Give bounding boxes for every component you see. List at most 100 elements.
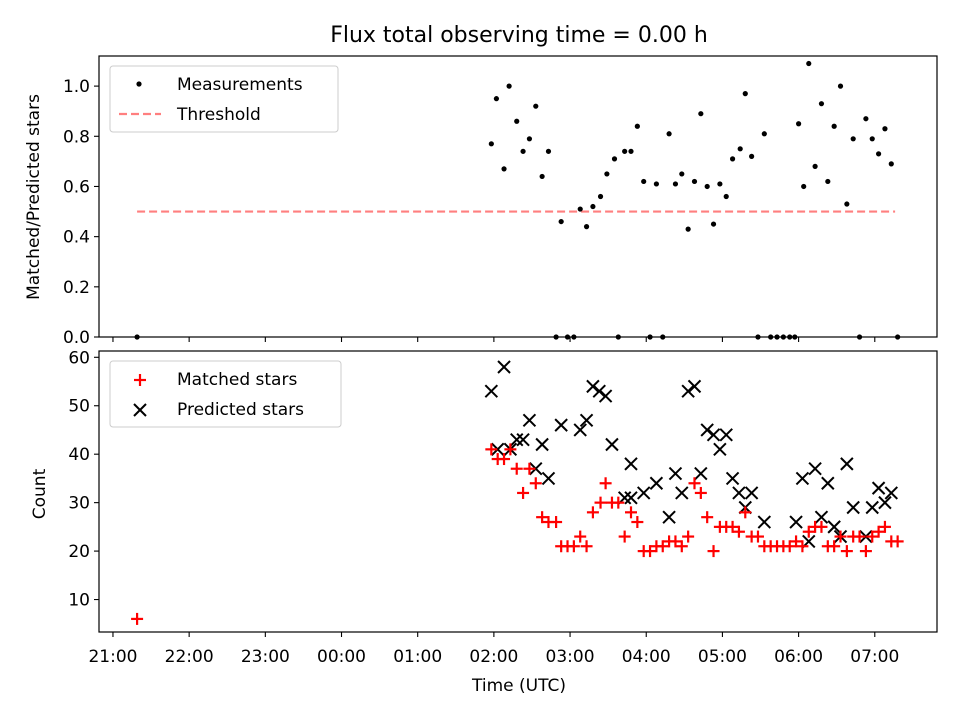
matched-stars-point [872, 525, 885, 538]
measurement-point [501, 166, 507, 172]
measurement-point [749, 153, 755, 159]
measurement-point [806, 60, 812, 67]
top-y-tick-label: 0.8 [63, 127, 90, 147]
predicted-stars-point [592, 384, 606, 398]
matched-stars-point [612, 496, 625, 509]
measurement-point [520, 148, 526, 154]
matched-stars-point [599, 477, 612, 490]
matched-stars-point [815, 520, 828, 533]
predicted-stars-point [795, 471, 810, 486]
predicted-stars-point [522, 413, 537, 427]
bottom-plot-frame [98, 350, 938, 633]
x-tick-label: 04:00 [622, 647, 671, 667]
matched-stars-point [504, 443, 517, 456]
measurement-point [850, 136, 856, 142]
measurements-legend-marker [136, 81, 142, 87]
predicted-stars-point [719, 428, 733, 442]
measurement-point [641, 178, 647, 185]
bottom-panel: 10 20 30 40 50 60 21:00 22:00 23:00 00:00 01:00 02… [30, 348, 938, 696]
measurement-point [742, 91, 748, 97]
top-y-tick-label: 1.0 [63, 77, 90, 97]
top-y-tick-label: 0.0 [63, 328, 90, 348]
measurement-point [796, 121, 802, 127]
predicted-stars-point [732, 486, 746, 500]
measurement-point [590, 203, 596, 210]
top-y-tick-label: 0.6 [63, 177, 90, 197]
matched-stars-point [859, 545, 872, 558]
legend-threshold-label: Threshold [176, 105, 261, 125]
matched-stars-point [751, 530, 764, 543]
predicted-stars-point [497, 360, 511, 374]
measurement-point [801, 183, 807, 190]
measurement-point [488, 141, 494, 147]
predicted-stars-point [573, 423, 587, 437]
measurement-point [506, 83, 512, 89]
predicted-stars-point [789, 515, 803, 529]
measurement-point [888, 161, 894, 167]
predicted-stars-point [808, 462, 822, 476]
matched-stars-point [644, 545, 657, 558]
measurement-point [685, 226, 691, 232]
measurement-point [844, 201, 850, 207]
matched-stars-point [878, 520, 891, 533]
measurement-point [875, 151, 882, 157]
x-tick-label: 06:00 [774, 647, 823, 667]
predicted-stars-point [624, 491, 638, 505]
measurement-point [729, 156, 736, 162]
bottom-y-tick-label: 60 [68, 348, 90, 368]
top-y-axis-label: Matched/Predicted stars [24, 94, 44, 300]
predicted-stars-point [490, 442, 505, 457]
bottom-y-axis-label: Count [30, 468, 50, 519]
measurement-point [628, 148, 634, 154]
matched-stars-point [618, 530, 631, 543]
matched-stars-point [682, 530, 695, 543]
top-x-ticks [112, 337, 876, 342]
measurement-point [761, 131, 767, 137]
matched-stars-point [631, 516, 644, 529]
matched-stars-point [574, 530, 587, 543]
measurement-point [672, 181, 679, 187]
predicted-stars-point [675, 486, 689, 500]
measurement-point [818, 101, 825, 107]
bottom-y-tick-label: 40 [68, 445, 90, 465]
measurement-point [723, 193, 729, 200]
measurement-point [526, 136, 533, 142]
measurement-point [717, 181, 723, 187]
measurement-point [737, 146, 743, 152]
bottom-legend-box [109, 360, 342, 428]
measurement-point [679, 171, 685, 177]
predicted-stars-point [884, 486, 898, 500]
predicted-stars-point [821, 476, 835, 490]
predicted-stars-point [694, 466, 708, 481]
predicted-stars-point [484, 384, 499, 398]
predicted-stars-point [840, 457, 854, 471]
predicted-stars-point [713, 442, 727, 457]
matched-stars-point [688, 477, 701, 490]
measurement-point [863, 116, 869, 122]
predicted-stars-point [649, 476, 664, 490]
chart-title: Flux total observing time = 0.00 h [330, 23, 708, 48]
predicted-stars-point [586, 379, 600, 394]
x-tick-label: 03:00 [546, 647, 595, 667]
predicted-stars-point [624, 457, 638, 471]
legend-matched-label: Matched stars [177, 370, 297, 390]
measurement-point [653, 181, 659, 187]
bottom-x-ticks: 21:00 22:00 23:00 00:00 01:00 02:00 03:00 04:00… [88, 632, 899, 667]
top-panel: 0.0 0.2 0.4 0.6 0.8 1.0 Matched/Predicted sta… [24, 55, 938, 348]
predicted-stars-point [865, 500, 879, 515]
measurement-point [831, 123, 837, 129]
matched-stars-point [510, 462, 523, 475]
measurement-point [698, 111, 704, 117]
bottom-y-ticks: 10 20 30 40 50 60 [68, 348, 99, 611]
matched-stars-point [866, 530, 879, 543]
measurement-point [666, 131, 672, 137]
top-legend-box [109, 65, 339, 133]
legend-predicted-label: Predicted stars [177, 400, 304, 420]
matched-stars-point [523, 462, 536, 475]
predicted-stars-point [535, 437, 549, 452]
predicted-stars-point [859, 529, 873, 544]
top-y-tick-label: 0.4 [63, 228, 90, 248]
x-tick-label: 01:00 [393, 647, 442, 667]
x-tick-label: 00:00 [317, 647, 366, 667]
